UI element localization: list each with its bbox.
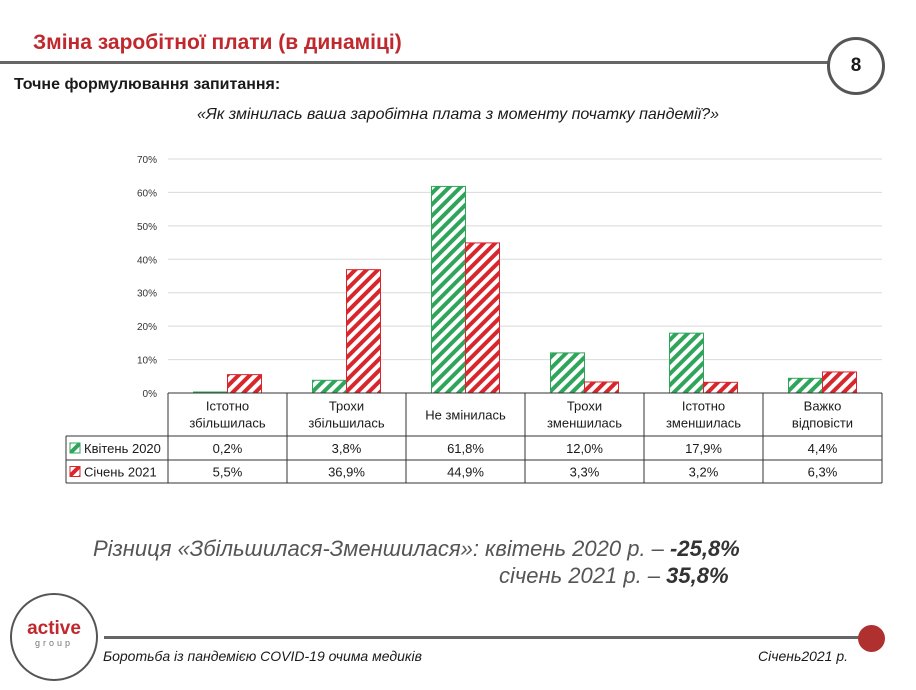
difference-line-2020: Різниця «Збільшилася-Зменшилася»: квітен… — [93, 536, 740, 562]
y-tick-label: 30% — [137, 289, 157, 300]
data-label: 3,3% — [570, 465, 600, 480]
data-label: 6,3% — [808, 465, 838, 480]
legend-label: Квітень 2020 — [84, 441, 161, 456]
bar-january-2021 — [703, 381, 738, 394]
bar-april-2020 — [550, 352, 585, 394]
footer-project-title: Боротьба із пандемією COVID-19 очима мед… — [103, 648, 422, 664]
active-group-logo: active group — [10, 593, 98, 681]
bar-april-2020 — [431, 185, 466, 394]
difference-line-2021: січень 2021 р. – 35,8% — [499, 563, 729, 589]
difference-value-2020: -25,8% — [670, 536, 740, 561]
data-label: 12,0% — [566, 441, 603, 456]
category-label: Трохи — [329, 399, 364, 414]
category-label: Не змінилась — [425, 408, 506, 423]
category-label: збільшилась — [308, 416, 385, 431]
logo-sub-text: group — [34, 638, 74, 648]
bar-april-2020 — [312, 379, 347, 394]
y-tick-label: 50% — [137, 222, 157, 233]
data-label: 36,9% — [328, 465, 365, 480]
data-label: 3,8% — [332, 441, 362, 456]
data-table: Істотно збільшилась Трохи збільшилась Не змі… — [65, 392, 883, 484]
category-label: Істотно — [682, 399, 725, 414]
y-tick-label: 10% — [137, 356, 157, 367]
difference-label-2021: січень 2021 р. – — [499, 563, 661, 588]
bar-january-2021 — [346, 269, 381, 394]
category-label: Трохи — [567, 399, 602, 414]
data-label: 17,9% — [685, 441, 722, 456]
page-number: 8 — [850, 55, 862, 76]
data-label: 4,4% — [808, 441, 838, 456]
category-label: зменшилась — [666, 416, 741, 431]
legend-label: Січень 2021 — [84, 465, 157, 480]
data-label: 3,2% — [689, 465, 719, 480]
category-label: збільшилась — [189, 416, 266, 431]
footer-dot — [858, 625, 885, 652]
legend-swatch — [69, 442, 81, 454]
bar-january-2021 — [584, 381, 619, 394]
y-tick-label: 0% — [143, 389, 158, 400]
difference-value-2021: 35,8% — [666, 563, 729, 588]
y-tick-label: 60% — [137, 188, 157, 199]
bar-january-2021 — [227, 374, 262, 394]
question-text: «Як змінилась ваша заробітна плата з мом… — [196, 106, 720, 123]
legend-swatch — [69, 466, 81, 477]
bar-april-2020 — [788, 377, 823, 394]
question-label: Точне формулювання запитання: — [14, 76, 281, 93]
data-label: 0,2% — [213, 441, 243, 456]
category-label: відповісти — [792, 416, 853, 431]
logo-main-text: active — [27, 618, 81, 639]
bar-january-2021 — [822, 371, 857, 394]
y-tick-label: 20% — [137, 322, 157, 333]
category-label: зменшилась — [547, 416, 622, 431]
bar-chart: 0% 10% 20% 30% 40% 50% 60% 70% Істотно збільшила… — [65, 155, 883, 484]
page-number-badge: 8 — [827, 37, 885, 95]
bar-april-2020 — [669, 332, 704, 394]
page-title: Зміна заробітної плати (в динаміці) — [33, 31, 402, 54]
y-tick-label: 70% — [137, 155, 157, 166]
difference-label: Різниця «Збільшилася-Зменшилася»: квітен… — [93, 536, 664, 561]
footer-date: Січень2021 р. — [758, 648, 849, 664]
bar-january-2021 — [465, 242, 500, 394]
footer-divider — [104, 636, 872, 639]
data-label: 61,8% — [447, 441, 484, 456]
header-divider — [0, 61, 832, 64]
category-label: Важко — [804, 399, 842, 414]
data-label: 44,9% — [447, 465, 484, 480]
category-label: Істотно — [206, 399, 249, 414]
y-tick-label: 40% — [137, 255, 157, 266]
data-label: 5,5% — [213, 465, 243, 480]
